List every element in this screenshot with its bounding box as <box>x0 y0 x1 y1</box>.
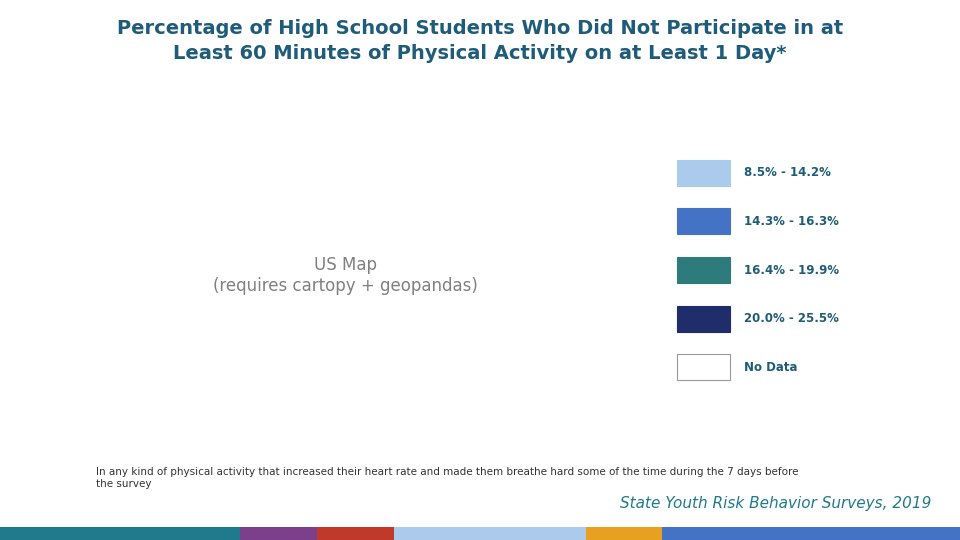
Text: 14.3% - 16.3%: 14.3% - 16.3% <box>744 215 839 228</box>
Bar <box>394 527 586 540</box>
Bar <box>317 527 394 540</box>
Text: Percentage of High School Students Who Did Not Participate in at
Least 60 Minute: Percentage of High School Students Who D… <box>117 19 843 63</box>
Text: No Data: No Data <box>744 361 798 374</box>
Bar <box>0 527 240 540</box>
Text: US Map
(requires cartopy + geopandas): US Map (requires cartopy + geopandas) <box>213 256 478 295</box>
Text: In any kind of physical activity that increased their heart rate and made them b: In any kind of physical activity that in… <box>96 467 799 489</box>
Text: 16.4% - 19.9%: 16.4% - 19.9% <box>744 264 839 276</box>
Text: 8.5% - 14.2%: 8.5% - 14.2% <box>744 166 830 179</box>
Text: State Youth Risk Behavior Surveys, 2019: State Youth Risk Behavior Surveys, 2019 <box>620 496 931 511</box>
Text: 20.0% - 25.5%: 20.0% - 25.5% <box>744 312 839 325</box>
Bar <box>240 527 317 540</box>
Bar <box>662 527 960 540</box>
Bar <box>586 527 662 540</box>
